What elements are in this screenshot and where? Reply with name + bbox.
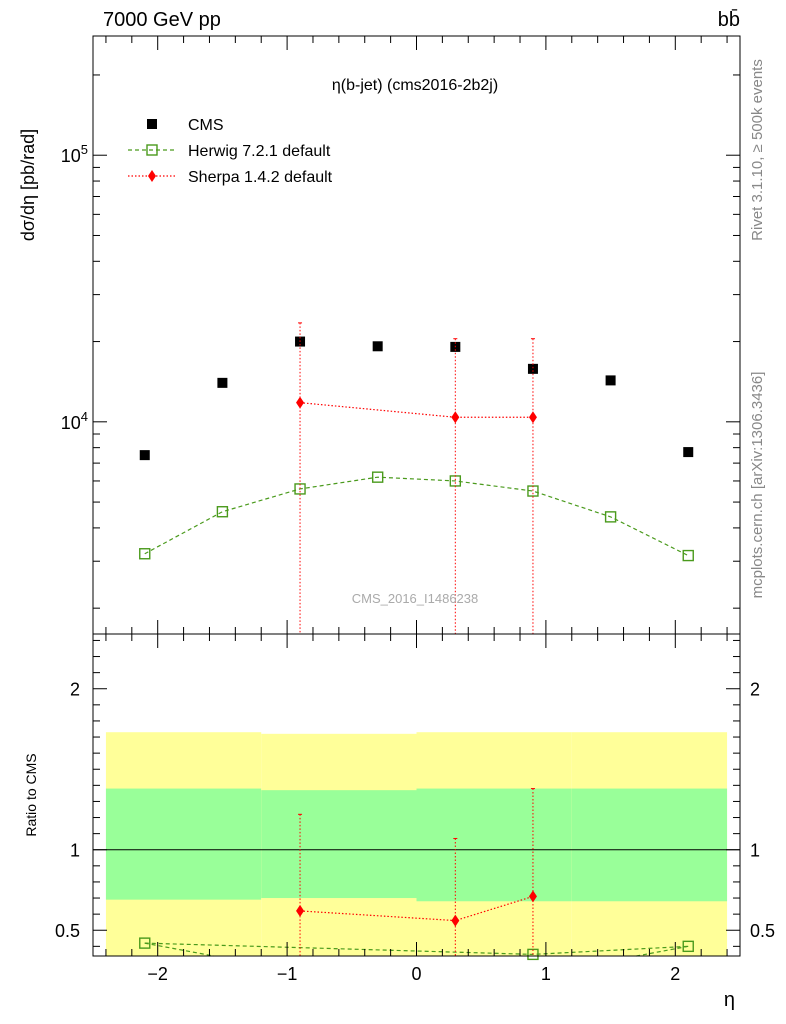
ratio-data-point bbox=[527, 948, 539, 961]
data-point bbox=[296, 396, 305, 409]
x-tick-label: 1 bbox=[541, 964, 551, 984]
process-label: bb̄ bbox=[718, 8, 740, 31]
ratio-panel: Ratio to CMS −2 −1 0 1 2 0.5 0.5 1 1 2 2 η bbox=[23, 633, 775, 1011]
ratio-y-tick-label-right: 0.5 bbox=[750, 921, 775, 941]
y-tick-label: 104 bbox=[61, 409, 88, 433]
data-point bbox=[605, 375, 616, 386]
ratio-plot-content bbox=[93, 732, 740, 961]
data-point bbox=[217, 377, 228, 388]
ratio-data-point bbox=[139, 937, 151, 949]
data-point bbox=[216, 506, 229, 518]
ratio-frame bbox=[92, 633, 741, 957]
legend-marker bbox=[147, 119, 157, 129]
legend-marker bbox=[148, 170, 156, 182]
uncertainty-band-inner bbox=[105, 788, 262, 900]
ratio-data-point bbox=[682, 940, 694, 953]
data-point bbox=[372, 341, 383, 352]
main-y-axis-label: dσ/dη [pb/rad] bbox=[18, 129, 38, 241]
ratio-y-axis-label: Ratio to CMS bbox=[23, 753, 39, 836]
uncertainty-band-inner bbox=[261, 790, 417, 899]
data-point bbox=[139, 548, 151, 560]
data-point bbox=[683, 447, 694, 458]
series-line bbox=[144, 476, 689, 557]
ratio-y-tick-label: 1 bbox=[70, 841, 80, 861]
ratio-series-segment bbox=[144, 942, 214, 957]
data-point bbox=[528, 411, 537, 424]
ratio-y-tick-label-right: 1 bbox=[750, 841, 760, 861]
ratio-series-1 bbox=[296, 788, 537, 956]
series-line bbox=[299, 402, 533, 418]
watermark: CMS_2016_I1486238 bbox=[352, 591, 479, 606]
legend-label: Herwig 7.2.1 default bbox=[188, 143, 331, 160]
ratio-axis-ticks: −2 −1 0 1 2 0.5 0.5 1 1 2 2 bbox=[55, 634, 775, 984]
data-point bbox=[371, 471, 384, 483]
x-tick-label: 2 bbox=[670, 964, 680, 984]
x-tick-label: −2 bbox=[147, 964, 168, 984]
legend: CMS Herwig 7.2.1 default Sherpa 1.4.2 defa… bbox=[128, 117, 333, 186]
series-2 bbox=[296, 322, 537, 634]
data-point bbox=[604, 511, 617, 523]
main-panel: CMS_2016_I1486238 η(b-jet) (cms2016-2b2j… bbox=[18, 35, 741, 635]
plot-title: η(b-jet) (cms2016-2b2j) bbox=[332, 77, 498, 94]
ratio-series-segment bbox=[636, 945, 689, 957]
ratio-y-tick-label: 2 bbox=[70, 680, 80, 700]
series-0 bbox=[139, 336, 694, 461]
ratio-data-point bbox=[296, 904, 305, 917]
main-plot-content bbox=[139, 322, 694, 634]
uncertainty-band-inner bbox=[416, 788, 572, 902]
ratio-data-point bbox=[451, 914, 460, 927]
data-point bbox=[139, 450, 150, 461]
legend-label: CMS bbox=[188, 117, 224, 134]
energy-label: 7000 GeV pp bbox=[103, 9, 221, 31]
legend-marker bbox=[146, 144, 158, 156]
ratio-y-tick-label: 0.5 bbox=[55, 921, 80, 941]
x-axis-label: η bbox=[724, 989, 735, 1011]
rivet-label: Rivet 3.1.10, ≥ 500k events bbox=[749, 59, 766, 241]
uncertainty-band-inner bbox=[571, 788, 728, 902]
ratio-data-point bbox=[528, 890, 537, 903]
legend-label: Sherpa 1.4.2 default bbox=[188, 169, 333, 186]
mcplots-label: mcplots.cern.ch [arXiv:1306.3436] bbox=[749, 372, 766, 599]
ratio-y-tick-label-right: 2 bbox=[750, 680, 760, 700]
x-tick-label: 0 bbox=[411, 964, 421, 984]
data-point bbox=[527, 363, 538, 374]
data-point bbox=[451, 411, 460, 424]
y-tick-label: 105 bbox=[61, 142, 88, 166]
main-axis-ticks: 104 105 bbox=[61, 36, 740, 634]
series-1 bbox=[139, 471, 694, 562]
data-point bbox=[682, 549, 694, 562]
x-tick-label: −1 bbox=[277, 964, 298, 984]
